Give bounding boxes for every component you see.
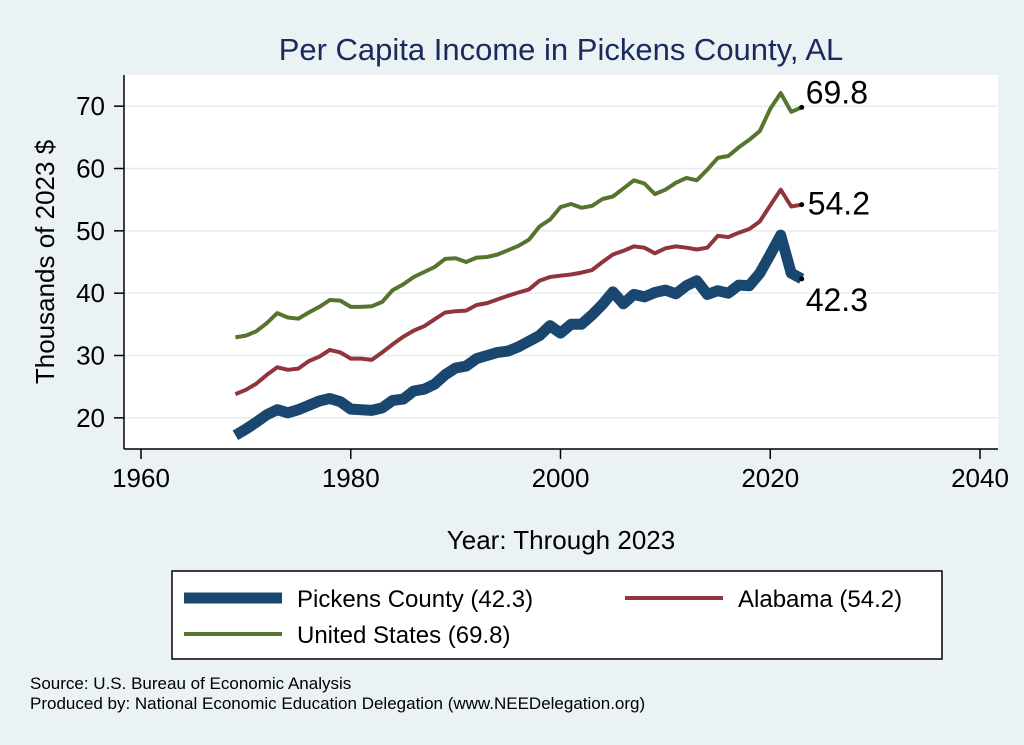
series-lines [232, 91, 805, 441]
plot-area [124, 75, 998, 449]
x-tick-label: 2000 [532, 463, 590, 493]
x-tick-label: 1980 [322, 463, 380, 493]
chart-title: Per Capita Income in Pickens County, AL [279, 32, 844, 67]
legend-entries: Pickens County (42.3) Alabama (54.2) Unite… [184, 586, 902, 649]
legend-label: United States (69.8) [297, 622, 510, 649]
end-labels: 69.8 54.2 42.3 [799, 74, 870, 318]
y-axis-label: Thousands of 2023 $ [30, 139, 60, 384]
series-line-2 [235, 91, 803, 340]
series-end-label: 42.3 [806, 282, 868, 318]
y-tick-label: 60 [76, 154, 105, 184]
series-end-point [799, 276, 805, 282]
axes: 20 30 40 50 60 70 1960 1980 2000 2020 2040 [76, 75, 1009, 493]
series-line-0 [232, 229, 805, 441]
series-end-label: 54.2 [808, 186, 870, 222]
y-tick-label: 70 [76, 91, 105, 121]
series-line-1 [234, 187, 803, 396]
produced-by-note: Produced by: National Economic Education… [30, 694, 645, 713]
legend-box [171, 570, 943, 660]
legend-label: Pickens County (42.3) [297, 586, 533, 613]
source-note: Source: U.S. Bureau of Economic Analysis [30, 674, 351, 693]
series-end-label: 69.8 [806, 74, 868, 110]
series-end-point [799, 202, 805, 208]
x-tick-label: 1960 [112, 463, 170, 493]
x-tick-label: 2040 [951, 463, 1009, 493]
legend: Pickens County (42.3) Alabama (54.2) Unite… [171, 570, 943, 660]
series-end-point [799, 104, 805, 110]
x-tick-label: 2020 [741, 463, 799, 493]
legend-label: Alabama (54.2) [738, 586, 902, 613]
y-tick-label: 50 [76, 216, 105, 246]
y-tick-label: 30 [76, 341, 105, 371]
y-tick-label: 20 [76, 403, 105, 433]
x-axis-label: Year: Through 2023 [447, 525, 675, 555]
y-tick-label: 40 [76, 278, 105, 308]
grid-lines [124, 105, 998, 419]
